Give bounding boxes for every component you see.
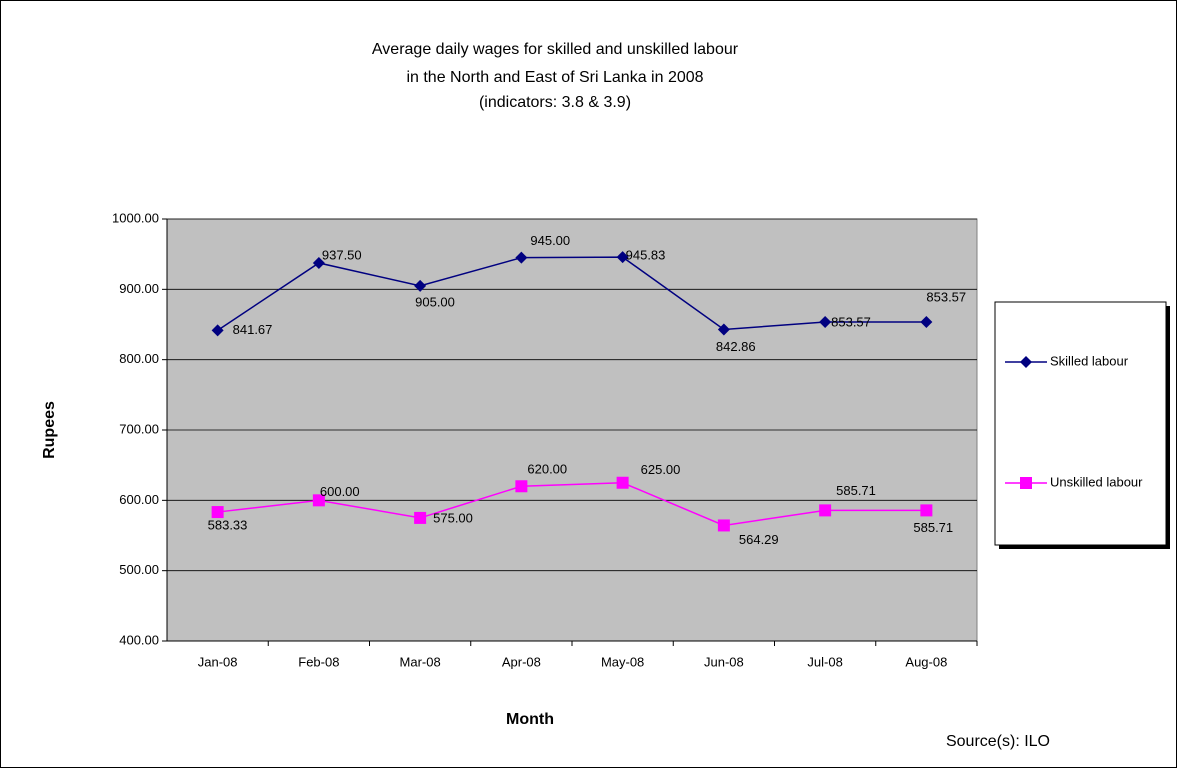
x-tick-label: Jul-08: [807, 654, 842, 669]
y-axis-label: Rupees: [41, 401, 58, 459]
data-point: [211, 506, 224, 519]
x-tick-label: Mar-08: [400, 654, 441, 669]
data-label: 564.29: [739, 532, 779, 547]
data-point: [920, 315, 933, 328]
chart-title: in the North and East of Sri Lanka in 20…: [406, 69, 703, 86]
data-point: [717, 519, 730, 532]
y-tick-label: 500.00: [119, 562, 159, 577]
data-label: 945.83: [626, 248, 666, 263]
data-point: [819, 315, 832, 328]
data-label: 600.00: [320, 484, 360, 499]
data-point: [414, 511, 427, 524]
y-tick-label: 1000.00: [112, 210, 159, 225]
data-label: 585.71: [836, 483, 876, 498]
data-label: 853.57: [831, 314, 871, 329]
y-tick-label: 700.00: [119, 421, 159, 436]
data-point: [211, 324, 224, 337]
data-label: 625.00: [641, 462, 681, 477]
data-label: 841.67: [233, 322, 273, 337]
data-point: [515, 251, 528, 264]
x-tick-label: Aug-08: [905, 654, 947, 669]
data-label: 945.00: [530, 233, 570, 248]
data-label: 583.33: [208, 517, 248, 532]
x-axis-label: Month: [506, 711, 554, 728]
x-tick-label: Feb-08: [298, 654, 339, 669]
data-label: 842.86: [716, 339, 756, 354]
legend-marker: [1020, 356, 1032, 368]
x-tick-label: Jun-08: [704, 654, 744, 669]
data-label: 853.57: [926, 289, 966, 304]
legend-marker: [1020, 477, 1032, 489]
y-tick-label: 600.00: [119, 492, 159, 507]
data-point: [414, 279, 427, 292]
series-line: [217, 481, 927, 527]
y-tick-label: 900.00: [119, 281, 159, 296]
chart-title: Average daily wages for skilled and unsk…: [372, 41, 739, 58]
data-point: [616, 476, 629, 489]
data-point: [616, 251, 629, 264]
data-label: 620.00: [527, 462, 567, 477]
data-point: [819, 504, 832, 517]
x-tick-label: May-08: [601, 654, 644, 669]
data-label: 575.00: [433, 510, 473, 525]
data-point: [515, 480, 528, 493]
y-tick-label: 800.00: [119, 351, 159, 366]
legend-label: Unskilled labour: [1050, 474, 1143, 489]
legend: [994, 301, 1167, 546]
series-line: [217, 256, 927, 331]
data-label: 585.71: [913, 520, 953, 535]
chart-title: (indicators: 3.8 & 3.9): [479, 94, 631, 111]
source: Source(s): ILO: [946, 733, 1050, 750]
data-label: 937.50: [322, 247, 362, 262]
data-point: [312, 494, 325, 507]
legend-label: Skilled labour: [1050, 353, 1129, 368]
data-point: [717, 323, 730, 336]
x-tick-label: Apr-08: [502, 654, 541, 669]
y-tick-label: 400.00: [119, 632, 159, 647]
data-label: 905.00: [415, 294, 455, 309]
x-tick-label: Jan-08: [198, 654, 238, 669]
data-point: [920, 504, 933, 517]
data-point: [312, 256, 325, 269]
